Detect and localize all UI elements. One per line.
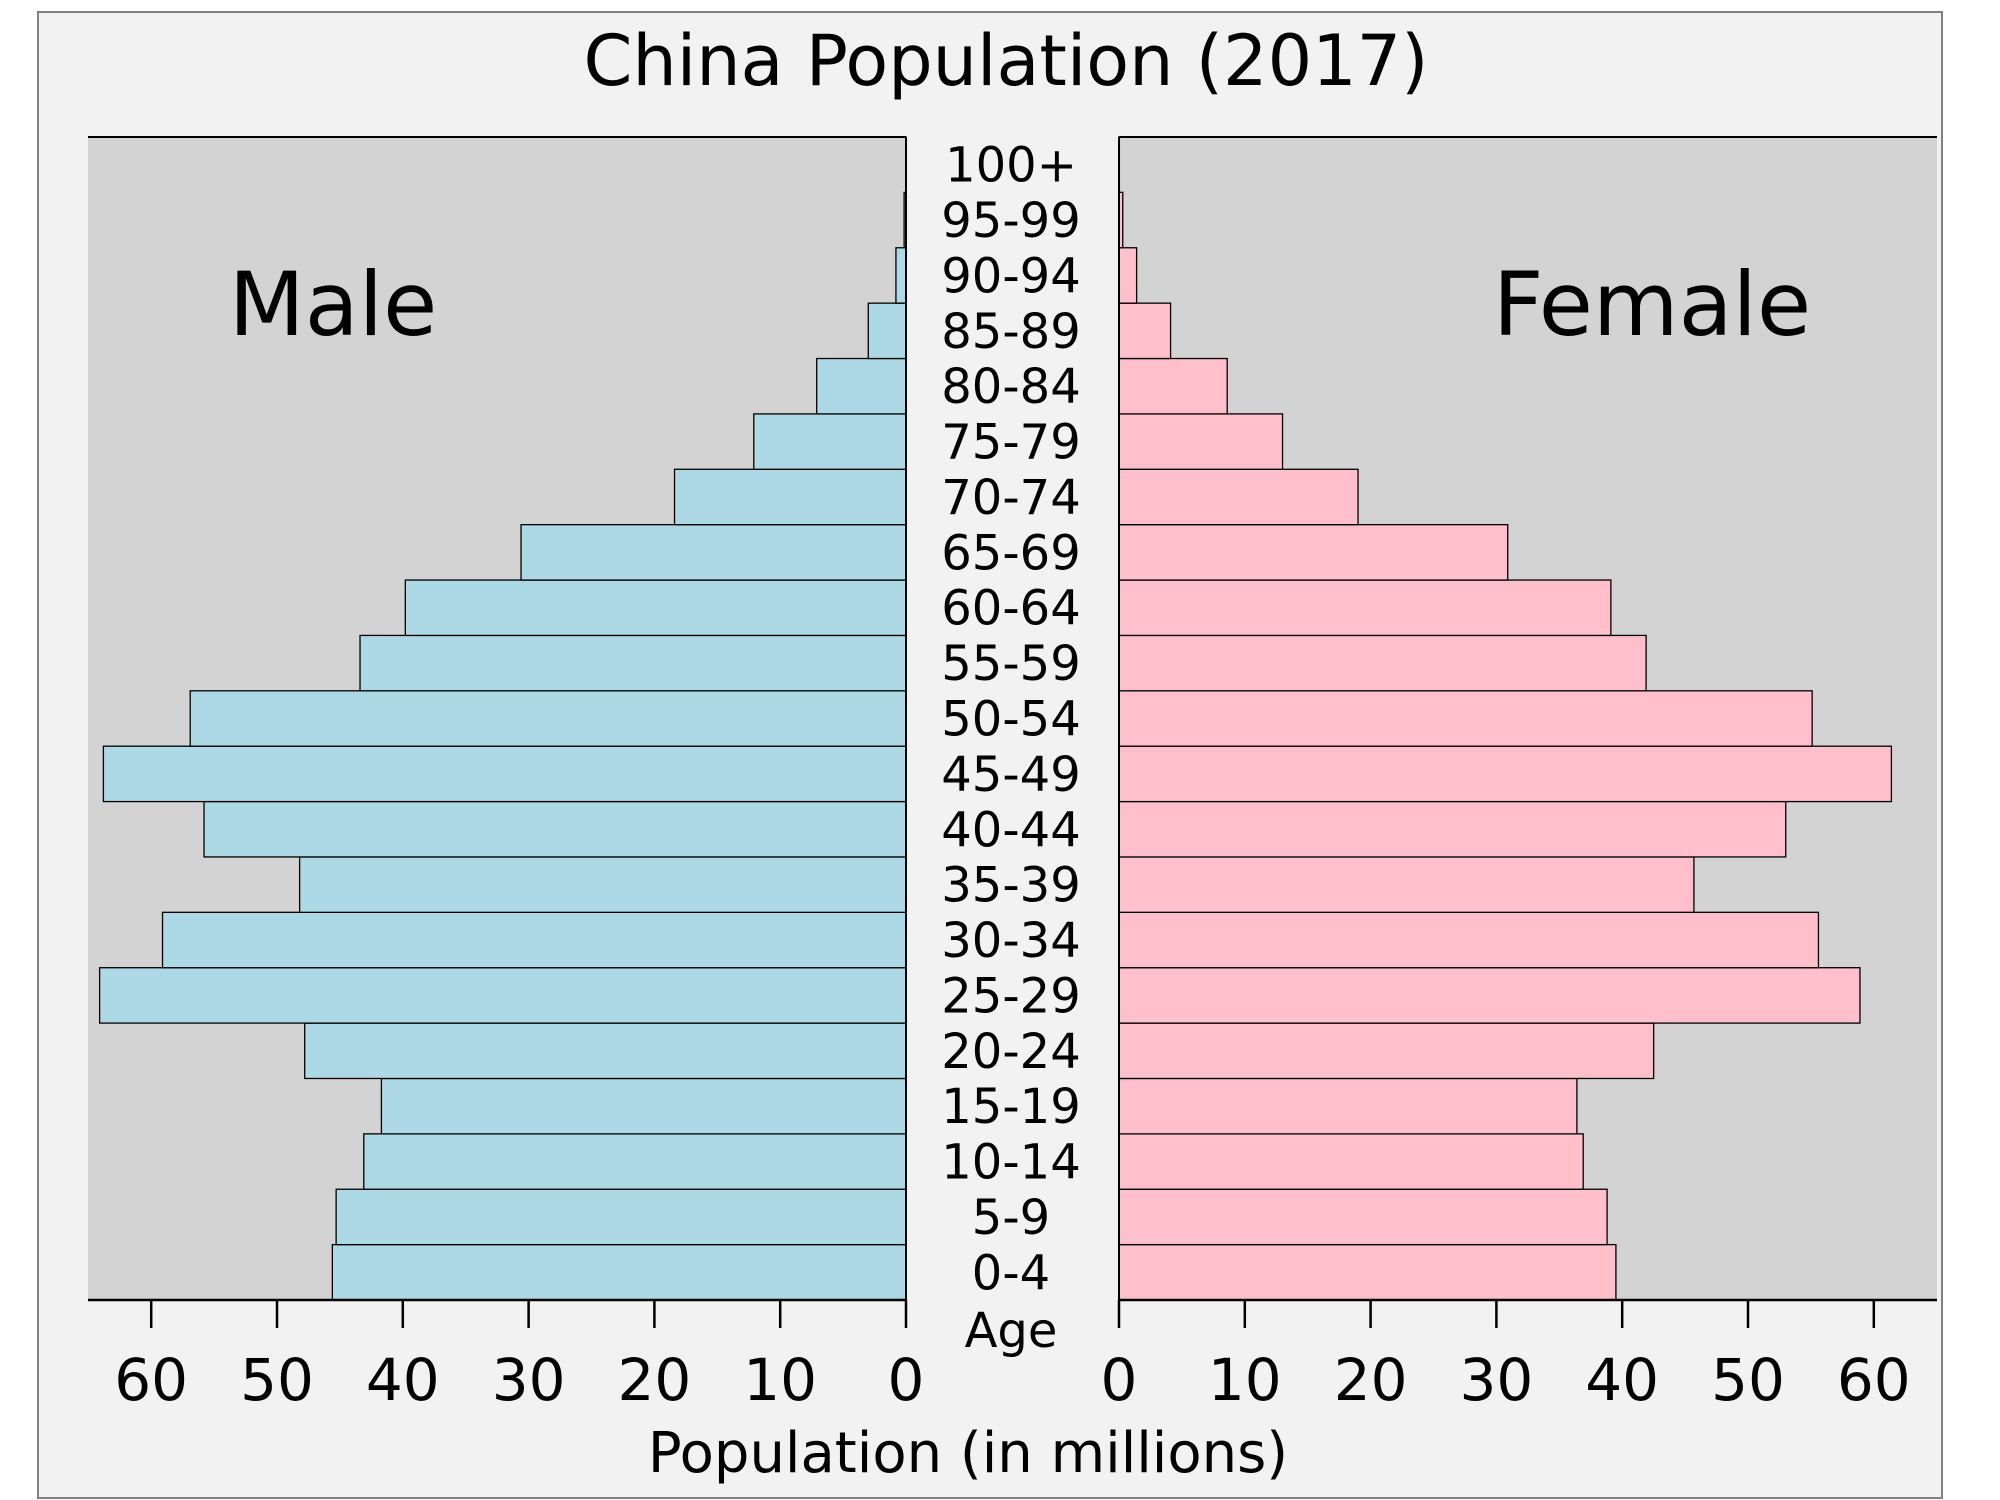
age-label-20-24: 20-24 xyxy=(941,1024,1080,1080)
female-bar-35-39 xyxy=(1118,856,1695,913)
female-tick-label-50: 50 xyxy=(1711,1346,1785,1414)
axes xyxy=(88,136,1937,1302)
age-label-35-39: 35-39 xyxy=(941,858,1080,914)
age-label-0-4: 0-4 xyxy=(972,1245,1050,1301)
female-bar-65-69 xyxy=(1118,524,1509,581)
age-label-45-49: 45-49 xyxy=(941,747,1080,803)
age-group-labels: 0-45-910-1415-1920-2425-2930-3435-3940-4… xyxy=(941,138,1080,1302)
age-label-70-74: 70-74 xyxy=(941,470,1080,526)
male-bar-15-19 xyxy=(380,1077,907,1135)
female-bar-70-74 xyxy=(1118,468,1359,526)
age-label-75-79: 75-79 xyxy=(941,415,1080,471)
female-bar-10-14 xyxy=(1118,1133,1584,1190)
male-tick-label-60: 60 xyxy=(114,1346,188,1414)
x-axis-title: Population (in millions) xyxy=(648,1421,1288,1486)
female-tick-label-40: 40 xyxy=(1585,1346,1659,1414)
age-label-15-19: 15-19 xyxy=(941,1079,1080,1135)
male-bar-60-64 xyxy=(404,579,907,637)
legend-male-label: Male xyxy=(229,253,437,356)
male-bar-45-49 xyxy=(102,745,907,803)
female-bar-55-59 xyxy=(1118,634,1647,692)
male-tick-label-40: 40 xyxy=(366,1346,440,1414)
age-label-30-34: 30-34 xyxy=(941,913,1080,969)
male-bar-90-94 xyxy=(895,247,907,304)
male-bar-55-59 xyxy=(359,634,907,692)
male-bar-5-9 xyxy=(335,1188,907,1246)
male-tick-label-10: 10 xyxy=(743,1346,817,1414)
male-tick-label-30: 30 xyxy=(492,1346,566,1414)
female-bar-80-84 xyxy=(1118,357,1228,415)
female-bar-45-49 xyxy=(1118,745,1893,803)
age-label-60-64: 60-64 xyxy=(941,581,1080,637)
age-label-65-69: 65-69 xyxy=(941,525,1080,581)
female-tick-label-60: 60 xyxy=(1837,1346,1911,1414)
age-label-90-94: 90-94 xyxy=(941,248,1080,304)
male-bar-50-54 xyxy=(189,690,907,747)
female-tick-label-20: 20 xyxy=(1334,1346,1408,1414)
female-bar-5-9 xyxy=(1118,1188,1608,1246)
chart-title: China Population (2017) xyxy=(584,20,1429,102)
female-bar-50-54 xyxy=(1118,690,1813,747)
age-label-10-14: 10-14 xyxy=(941,1135,1080,1191)
age-label-25-29: 25-29 xyxy=(941,968,1080,1024)
female-bar-75-79 xyxy=(1118,413,1284,470)
female-bar-30-34 xyxy=(1118,911,1820,969)
male-bar-20-24 xyxy=(304,1022,907,1080)
age-label-40-44: 40-44 xyxy=(941,802,1080,858)
male-x-ticks: 0 10 20 30 40 50 60 xyxy=(114,1300,924,1414)
male-bar-40-44 xyxy=(203,800,907,858)
male-bar-10-14 xyxy=(363,1133,907,1190)
male-bar-30-34 xyxy=(161,911,907,969)
age-label-50-54: 50-54 xyxy=(941,692,1080,748)
male-tick-label-0: 0 xyxy=(888,1346,925,1414)
female-bar-15-19 xyxy=(1118,1077,1578,1135)
male-bar-65-69 xyxy=(520,524,907,581)
female-bars xyxy=(1118,136,1893,1301)
female-tick-label-10: 10 xyxy=(1208,1346,1282,1414)
male-tick-label-20: 20 xyxy=(617,1346,691,1414)
y-axis-title: Age xyxy=(965,1303,1058,1359)
female-bar-90-94 xyxy=(1118,247,1138,304)
male-bar-80-84 xyxy=(816,357,907,415)
age-label-55-59: 55-59 xyxy=(941,636,1080,692)
male-bar-85-89 xyxy=(867,302,907,360)
male-bar-25-29 xyxy=(98,967,907,1024)
legend-female-label: Female xyxy=(1493,253,1811,356)
female-bar-60-64 xyxy=(1118,579,1612,637)
female-bar-25-29 xyxy=(1118,967,1861,1024)
male-bar-70-74 xyxy=(673,468,907,526)
age-label-95-99: 95-99 xyxy=(941,193,1080,249)
female-bar-0-4 xyxy=(1118,1243,1617,1301)
female-tick-label-30: 30 xyxy=(1459,1346,1533,1414)
female-bar-85-89 xyxy=(1118,302,1172,360)
age-label-5-9: 5-9 xyxy=(972,1190,1050,1246)
female-tick-label-0: 0 xyxy=(1101,1346,1138,1414)
male-bar-35-39 xyxy=(298,856,907,913)
female-bar-20-24 xyxy=(1118,1022,1655,1080)
male-bar-75-79 xyxy=(753,413,907,470)
male-bar-0-4 xyxy=(331,1243,907,1301)
female-bar-40-44 xyxy=(1118,800,1787,858)
male-bars xyxy=(98,136,907,1301)
female-x-ticks: 0 10 20 30 40 50 60 xyxy=(1101,1300,1911,1414)
age-label-100+: 100+ xyxy=(945,138,1077,194)
age-label-85-89: 85-89 xyxy=(941,304,1080,360)
male-tick-label-50: 50 xyxy=(240,1346,314,1414)
age-label-80-84: 80-84 xyxy=(941,359,1080,415)
